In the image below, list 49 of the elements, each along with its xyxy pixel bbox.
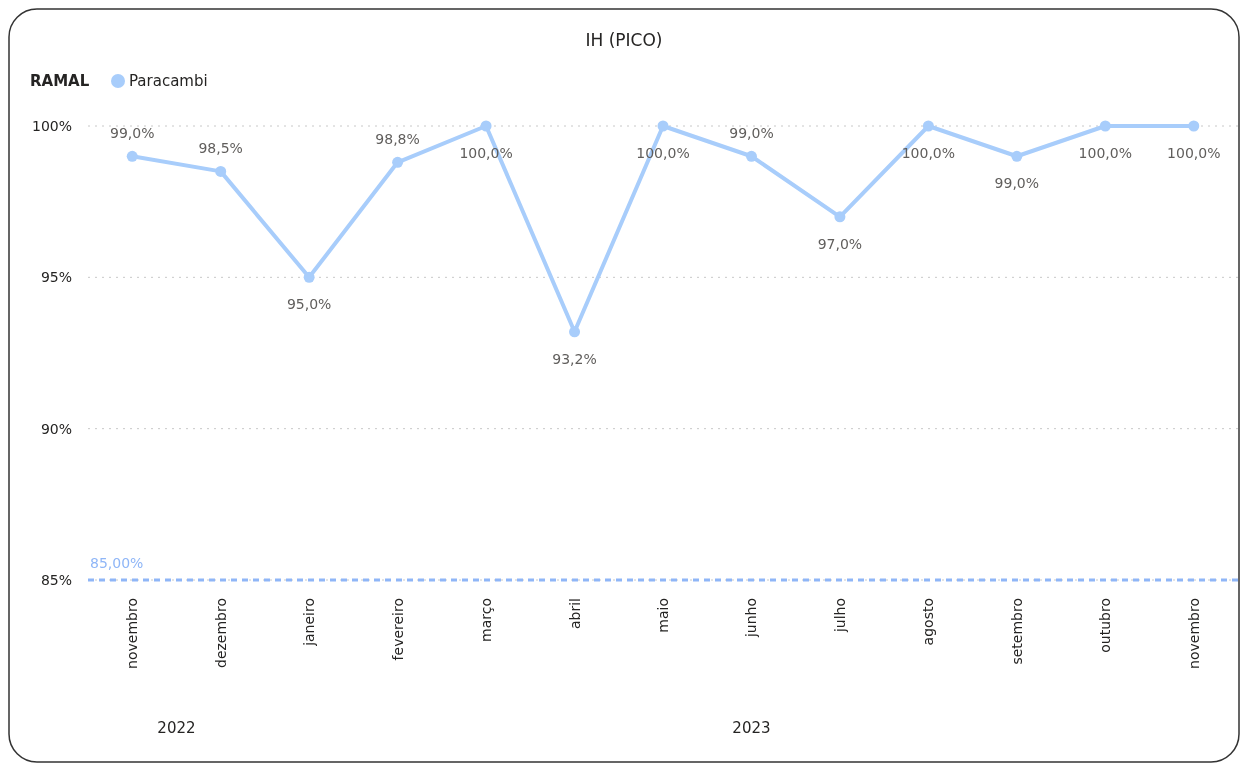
data-label: 100,0% [1167,145,1221,161]
point [745,150,757,162]
x-tick-label: fevereiro [389,598,406,661]
data-label: 95,0% [286,296,332,313]
y-tick-label: 100% [31,118,72,134]
ref-line-label: 85,00% [90,555,144,571]
point [1188,120,1200,132]
data-label: 100,0% [459,145,513,161]
x-tick-label: maio [655,598,671,633]
x-tick-label: dezembro [212,598,229,668]
x-tick-label: julho [831,598,848,634]
point [1099,120,1111,132]
y-tick-label: 85% [40,572,72,588]
point [657,120,669,132]
legend-label: Paracambi [129,72,208,90]
point [1011,150,1023,162]
point [392,156,404,168]
x-tick-label: setembro [1008,598,1025,665]
data-label: 100,0% [636,145,690,161]
data-label: 99,0% [994,175,1040,192]
data-label: 99,0% [729,125,774,142]
text: 2022 [157,719,196,737]
x-tick-label: outubro [1097,598,1114,653]
x-tick-label: abril [566,598,583,630]
data-label: 100,0% [901,145,956,161]
x-tick-label: junho [743,598,760,639]
y-tick-label: 90% [40,420,72,437]
legend-title: RAMAL [30,72,90,90]
point [215,165,227,177]
x-tick-label: novembro [1185,598,1202,669]
data-label: 93,2% [552,350,597,367]
point [922,120,934,132]
x-tick-label: março [478,598,495,642]
x-tick-label: novembro [124,598,141,669]
data-label: 97,0% [817,235,863,252]
data-label: 100,0% [1078,145,1132,161]
point [126,150,138,162]
x-tick-label: agosto [920,598,937,646]
chart-title: IH (PICO) [585,30,663,50]
text: 2023 [732,719,771,737]
point [303,271,315,283]
data-label: 98,5% [198,140,243,157]
data-label: 98,8% [375,131,420,148]
point [569,326,581,338]
data-label: 99,0% [109,125,155,142]
point [480,120,492,132]
point [834,211,846,223]
y-tick-label: 95% [40,269,72,286]
x-tick-label: janeiro [301,598,318,647]
